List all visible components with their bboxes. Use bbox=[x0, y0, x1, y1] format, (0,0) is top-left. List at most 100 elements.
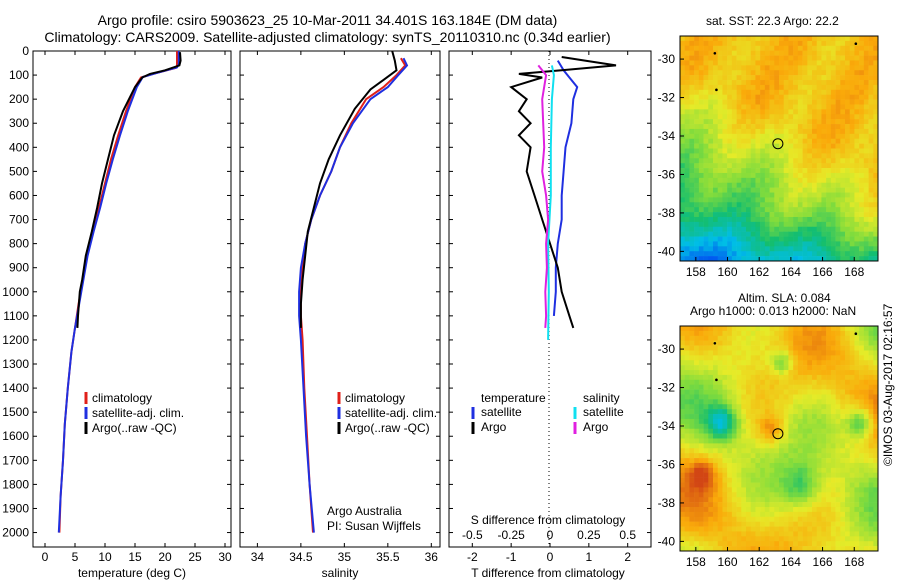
map-cell bbox=[821, 326, 827, 332]
map-cell bbox=[764, 89, 770, 95]
map-cell bbox=[821, 360, 827, 366]
map-cell bbox=[821, 472, 827, 478]
map-cell bbox=[863, 458, 869, 464]
map-cell bbox=[873, 80, 879, 86]
map-cell bbox=[713, 379, 719, 385]
map-cell bbox=[807, 414, 813, 420]
map-cell bbox=[779, 172, 785, 179]
map-cell bbox=[859, 50, 865, 56]
map-cell bbox=[835, 374, 841, 381]
map-cell bbox=[736, 177, 742, 184]
map-cell bbox=[694, 326, 700, 332]
map-cell bbox=[755, 75, 761, 81]
map-cell bbox=[830, 241, 836, 247]
map-cell bbox=[873, 370, 879, 376]
map-cell bbox=[779, 335, 785, 341]
map-cell bbox=[863, 80, 869, 86]
map-cell bbox=[769, 212, 775, 218]
map-cell bbox=[713, 168, 719, 174]
map-cell bbox=[741, 124, 747, 130]
map-cell bbox=[830, 84, 836, 91]
map-cell bbox=[840, 462, 846, 469]
map-cell bbox=[873, 168, 879, 174]
map-cell bbox=[802, 418, 808, 425]
map-cell bbox=[694, 128, 700, 135]
map-cell bbox=[868, 70, 874, 76]
map-cell bbox=[722, 379, 728, 385]
map-cell bbox=[802, 546, 808, 552]
map-cell bbox=[713, 45, 719, 51]
map-cell bbox=[731, 216, 737, 223]
map-cell bbox=[849, 231, 855, 237]
map-cell bbox=[797, 119, 803, 125]
map-cell bbox=[764, 365, 770, 371]
map-cell bbox=[863, 492, 869, 498]
map-cell bbox=[854, 506, 860, 513]
map-cell bbox=[684, 36, 690, 42]
map-cell bbox=[845, 187, 851, 193]
map-cell bbox=[680, 153, 686, 159]
map-cell bbox=[821, 133, 827, 140]
map-cell bbox=[830, 370, 836, 376]
map-cell bbox=[769, 536, 775, 542]
sla-map-title-line2: Argo h1000: 0.013 h2000: NaN bbox=[690, 304, 857, 318]
map-cell bbox=[812, 516, 818, 522]
map-cell bbox=[774, 89, 780, 95]
map-cell bbox=[769, 197, 775, 203]
map-cell bbox=[859, 158, 865, 164]
map-cell bbox=[845, 423, 851, 430]
map-cell bbox=[741, 163, 747, 169]
map-cell bbox=[769, 99, 775, 105]
map-cell bbox=[840, 216, 846, 223]
map-cell bbox=[680, 404, 686, 410]
map-cell bbox=[793, 138, 799, 144]
map-cell bbox=[826, 541, 832, 547]
map-cell bbox=[873, 428, 879, 434]
map-cell bbox=[868, 506, 874, 513]
map-cell bbox=[746, 65, 752, 71]
map-cell bbox=[826, 94, 832, 100]
map-cell bbox=[812, 143, 818, 149]
map-cell bbox=[840, 477, 846, 483]
map-cell bbox=[783, 128, 789, 135]
map-cell bbox=[873, 187, 879, 193]
map-cell bbox=[802, 379, 808, 385]
map-cell bbox=[708, 246, 714, 252]
map-cell bbox=[680, 546, 686, 552]
map-cell bbox=[863, 251, 869, 257]
map-cell bbox=[826, 453, 832, 459]
map-cell bbox=[793, 546, 799, 552]
map-cell bbox=[708, 114, 714, 120]
map-cell bbox=[849, 182, 855, 188]
map-cell bbox=[821, 399, 827, 405]
map-cell bbox=[708, 330, 714, 337]
map-cell bbox=[797, 216, 803, 223]
map-cell bbox=[812, 80, 818, 86]
map-cell bbox=[821, 374, 827, 381]
map-cell bbox=[793, 487, 799, 493]
map-cell bbox=[764, 192, 770, 198]
map-cell bbox=[821, 212, 827, 218]
map-cell bbox=[835, 360, 841, 366]
map-cell bbox=[774, 355, 780, 361]
map-cell bbox=[760, 526, 766, 532]
map-cell bbox=[859, 443, 865, 449]
map-cell bbox=[746, 428, 752, 434]
map-cell bbox=[741, 84, 747, 91]
map-cell bbox=[764, 65, 770, 71]
map-cell bbox=[821, 84, 827, 91]
map-cell bbox=[816, 119, 822, 125]
map-cell bbox=[873, 148, 879, 154]
map-cell bbox=[769, 153, 775, 159]
map-cell bbox=[863, 55, 869, 61]
map-cell bbox=[703, 202, 709, 208]
x-tick-label: -1 bbox=[506, 550, 517, 564]
map-cell bbox=[812, 197, 818, 203]
map-cell bbox=[873, 374, 879, 381]
map-cell bbox=[873, 128, 879, 135]
map-cell bbox=[727, 482, 733, 488]
map-cell bbox=[741, 326, 747, 332]
map-cell bbox=[868, 404, 874, 410]
map-cell bbox=[746, 541, 752, 547]
map-cell bbox=[840, 502, 846, 508]
